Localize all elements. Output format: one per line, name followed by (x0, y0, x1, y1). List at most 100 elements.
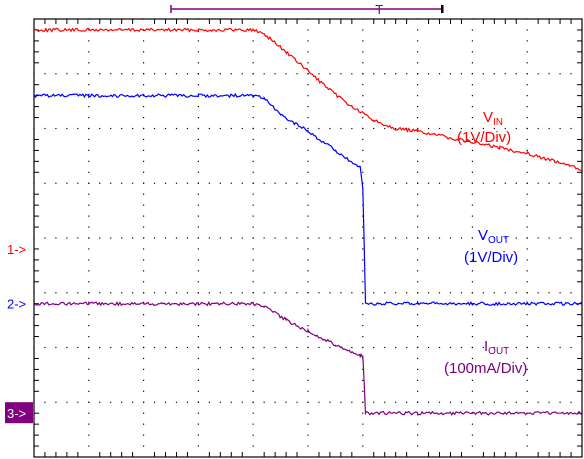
grid-dot (362, 270, 364, 272)
grid-dot (143, 390, 145, 392)
grid-dot (186, 237, 189, 239)
grid-dot (471, 248, 473, 250)
grid-dot (66, 182, 68, 184)
grid-dot (252, 73, 254, 75)
grid-dot (252, 84, 254, 86)
grid-dot (417, 434, 419, 436)
grid-dot (460, 73, 463, 75)
grid-dot (219, 346, 221, 349)
grid-dot (274, 182, 276, 184)
grid-dot (197, 149, 199, 151)
grid-dot (384, 237, 386, 239)
grid-dot (143, 445, 145, 447)
grid-dot (362, 149, 364, 151)
grid-dot (537, 292, 539, 294)
grid-dot (362, 116, 364, 119)
grid-dot (449, 237, 452, 239)
grid-dot (230, 292, 232, 294)
grid-dot (197, 127, 199, 130)
grid-dot (143, 259, 145, 261)
grid-dot (427, 292, 430, 294)
grid-dot (88, 335, 90, 338)
iout-scale: (100mA/Div) (444, 360, 527, 377)
grid-dot (307, 281, 309, 283)
grid-dot (362, 29, 364, 31)
grid-dot (515, 73, 517, 75)
grid-dot (88, 423, 90, 425)
grid-dot (427, 127, 430, 130)
vout-label-sub: OUT (488, 235, 509, 246)
grid-dot (307, 346, 309, 349)
grid-dot (570, 401, 572, 403)
grid-dot (526, 182, 528, 184)
grid-dot (132, 127, 134, 130)
grid-dot (460, 127, 463, 130)
grid-dot (44, 182, 46, 184)
grid-dot (417, 237, 419, 239)
grid-dot (88, 40, 90, 42)
grid-dot (307, 106, 309, 108)
grid-dot (438, 292, 441, 294)
grid-dot (395, 401, 397, 403)
grid-dot (143, 73, 145, 75)
grid-dot (197, 379, 199, 381)
grid-dot (362, 379, 364, 381)
grid-dot (417, 215, 419, 217)
grid-dot (471, 149, 473, 151)
grid-dot (132, 73, 134, 75)
grid-dot (99, 73, 101, 75)
grid-dot (449, 292, 452, 294)
grid-dot (362, 292, 364, 294)
grid-dot (526, 335, 528, 338)
grid-dot (252, 292, 254, 294)
grid-dot (153, 346, 156, 349)
grid-dot (88, 401, 90, 403)
grid-dot (252, 423, 254, 425)
grid-dot (471, 18, 473, 20)
grid-dot (526, 357, 528, 360)
grid-dot (526, 434, 528, 436)
grid-dot (438, 401, 441, 403)
trigger-position-bar: T (170, 2, 444, 17)
grid-dot (471, 51, 473, 53)
grid-dot (438, 237, 441, 239)
grid-dot (362, 335, 364, 338)
grid-dot (362, 314, 364, 316)
grid-dot (186, 182, 189, 184)
grid-dot (373, 73, 375, 75)
grid-dot (395, 127, 397, 130)
grid-dot (88, 62, 90, 64)
grid-dot (340, 401, 342, 403)
grid-dot (241, 127, 243, 130)
grid-dot (307, 127, 309, 130)
grid-dot (417, 182, 419, 184)
grid-dot (252, 390, 254, 392)
grid-dot (471, 335, 473, 338)
grid-dot (471, 160, 473, 162)
grid-dot (559, 292, 561, 294)
grid-dot (252, 193, 254, 195)
vin-label-main: V (483, 109, 493, 126)
grid-dot (88, 193, 90, 195)
grid-dot (482, 237, 484, 239)
grid-dot (318, 346, 320, 349)
grid-dot (143, 127, 145, 130)
grid-dot (362, 346, 364, 349)
grid-dot (88, 127, 90, 130)
grid-dot (362, 445, 364, 447)
grid-dot (362, 281, 364, 283)
grid-dot (88, 325, 90, 327)
grid-dot (143, 18, 145, 20)
grid-dot (362, 18, 364, 20)
grid-dot (153, 182, 156, 184)
grid-dot (252, 106, 254, 108)
grid-dot (526, 84, 528, 86)
grid-dot (417, 51, 419, 53)
grid-dot (471, 29, 473, 31)
grid-dot (307, 314, 309, 316)
grid-dot (438, 127, 441, 130)
grid-dot (186, 292, 189, 294)
grid-dot (77, 401, 79, 403)
grid-dot (307, 149, 309, 151)
